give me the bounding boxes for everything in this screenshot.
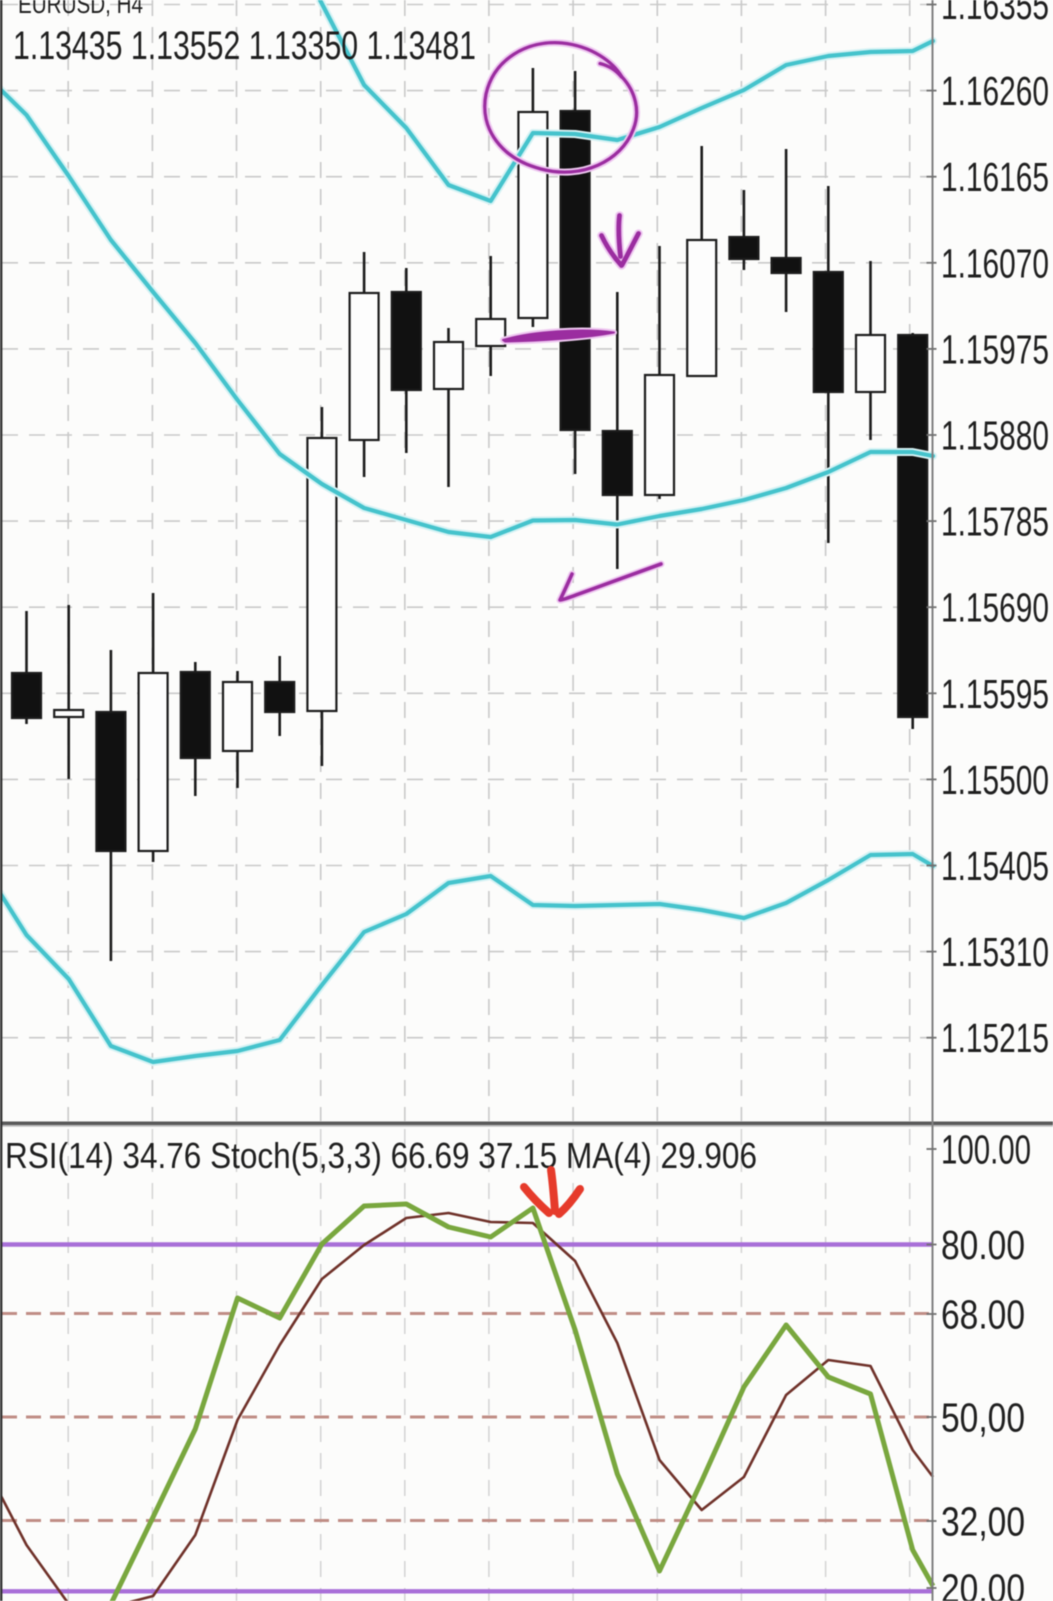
svg-text:1.15310: 1.15310	[941, 929, 1049, 975]
svg-text:1.15215: 1.15215	[941, 1015, 1049, 1061]
svg-text:1.15500: 1.15500	[941, 757, 1049, 803]
svg-text:50,00: 50,00	[941, 1395, 1025, 1441]
svg-text:80.00: 80.00	[941, 1222, 1025, 1268]
svg-text:68.00: 68.00	[941, 1292, 1025, 1338]
svg-text:1.16165: 1.16165	[941, 154, 1049, 200]
svg-text:1.15785: 1.15785	[941, 499, 1049, 545]
svg-text:1.15595: 1.15595	[941, 671, 1049, 717]
svg-text:RSI(14) 34.76 Stoch(5,3,3) 66.: RSI(14) 34.76 Stoch(5,3,3) 66.69 37.15 M…	[5, 1135, 757, 1176]
svg-text:1.15975: 1.15975	[941, 326, 1049, 372]
svg-text:32,00: 32,00	[941, 1499, 1025, 1545]
svg-text:1.15405: 1.15405	[941, 843, 1049, 889]
svg-text:20,00: 20,00	[941, 1566, 1025, 1601]
svg-text:1.16070: 1.16070	[941, 240, 1049, 286]
svg-text:100.00: 100.00	[941, 1127, 1031, 1173]
svg-text:1.13435 1.13552 1.13350 1.1348: 1.13435 1.13552 1.13350 1.13481	[13, 24, 476, 68]
svg-text:1.15690: 1.15690	[941, 585, 1049, 631]
svg-text:1.16260: 1.16260	[941, 68, 1049, 114]
svg-text:1.15880: 1.15880	[941, 413, 1049, 459]
svg-text:1.16355: 1.16355	[941, 0, 1049, 28]
svg-text:EURUSD, H4: EURUSD, H4	[18, 0, 143, 19]
